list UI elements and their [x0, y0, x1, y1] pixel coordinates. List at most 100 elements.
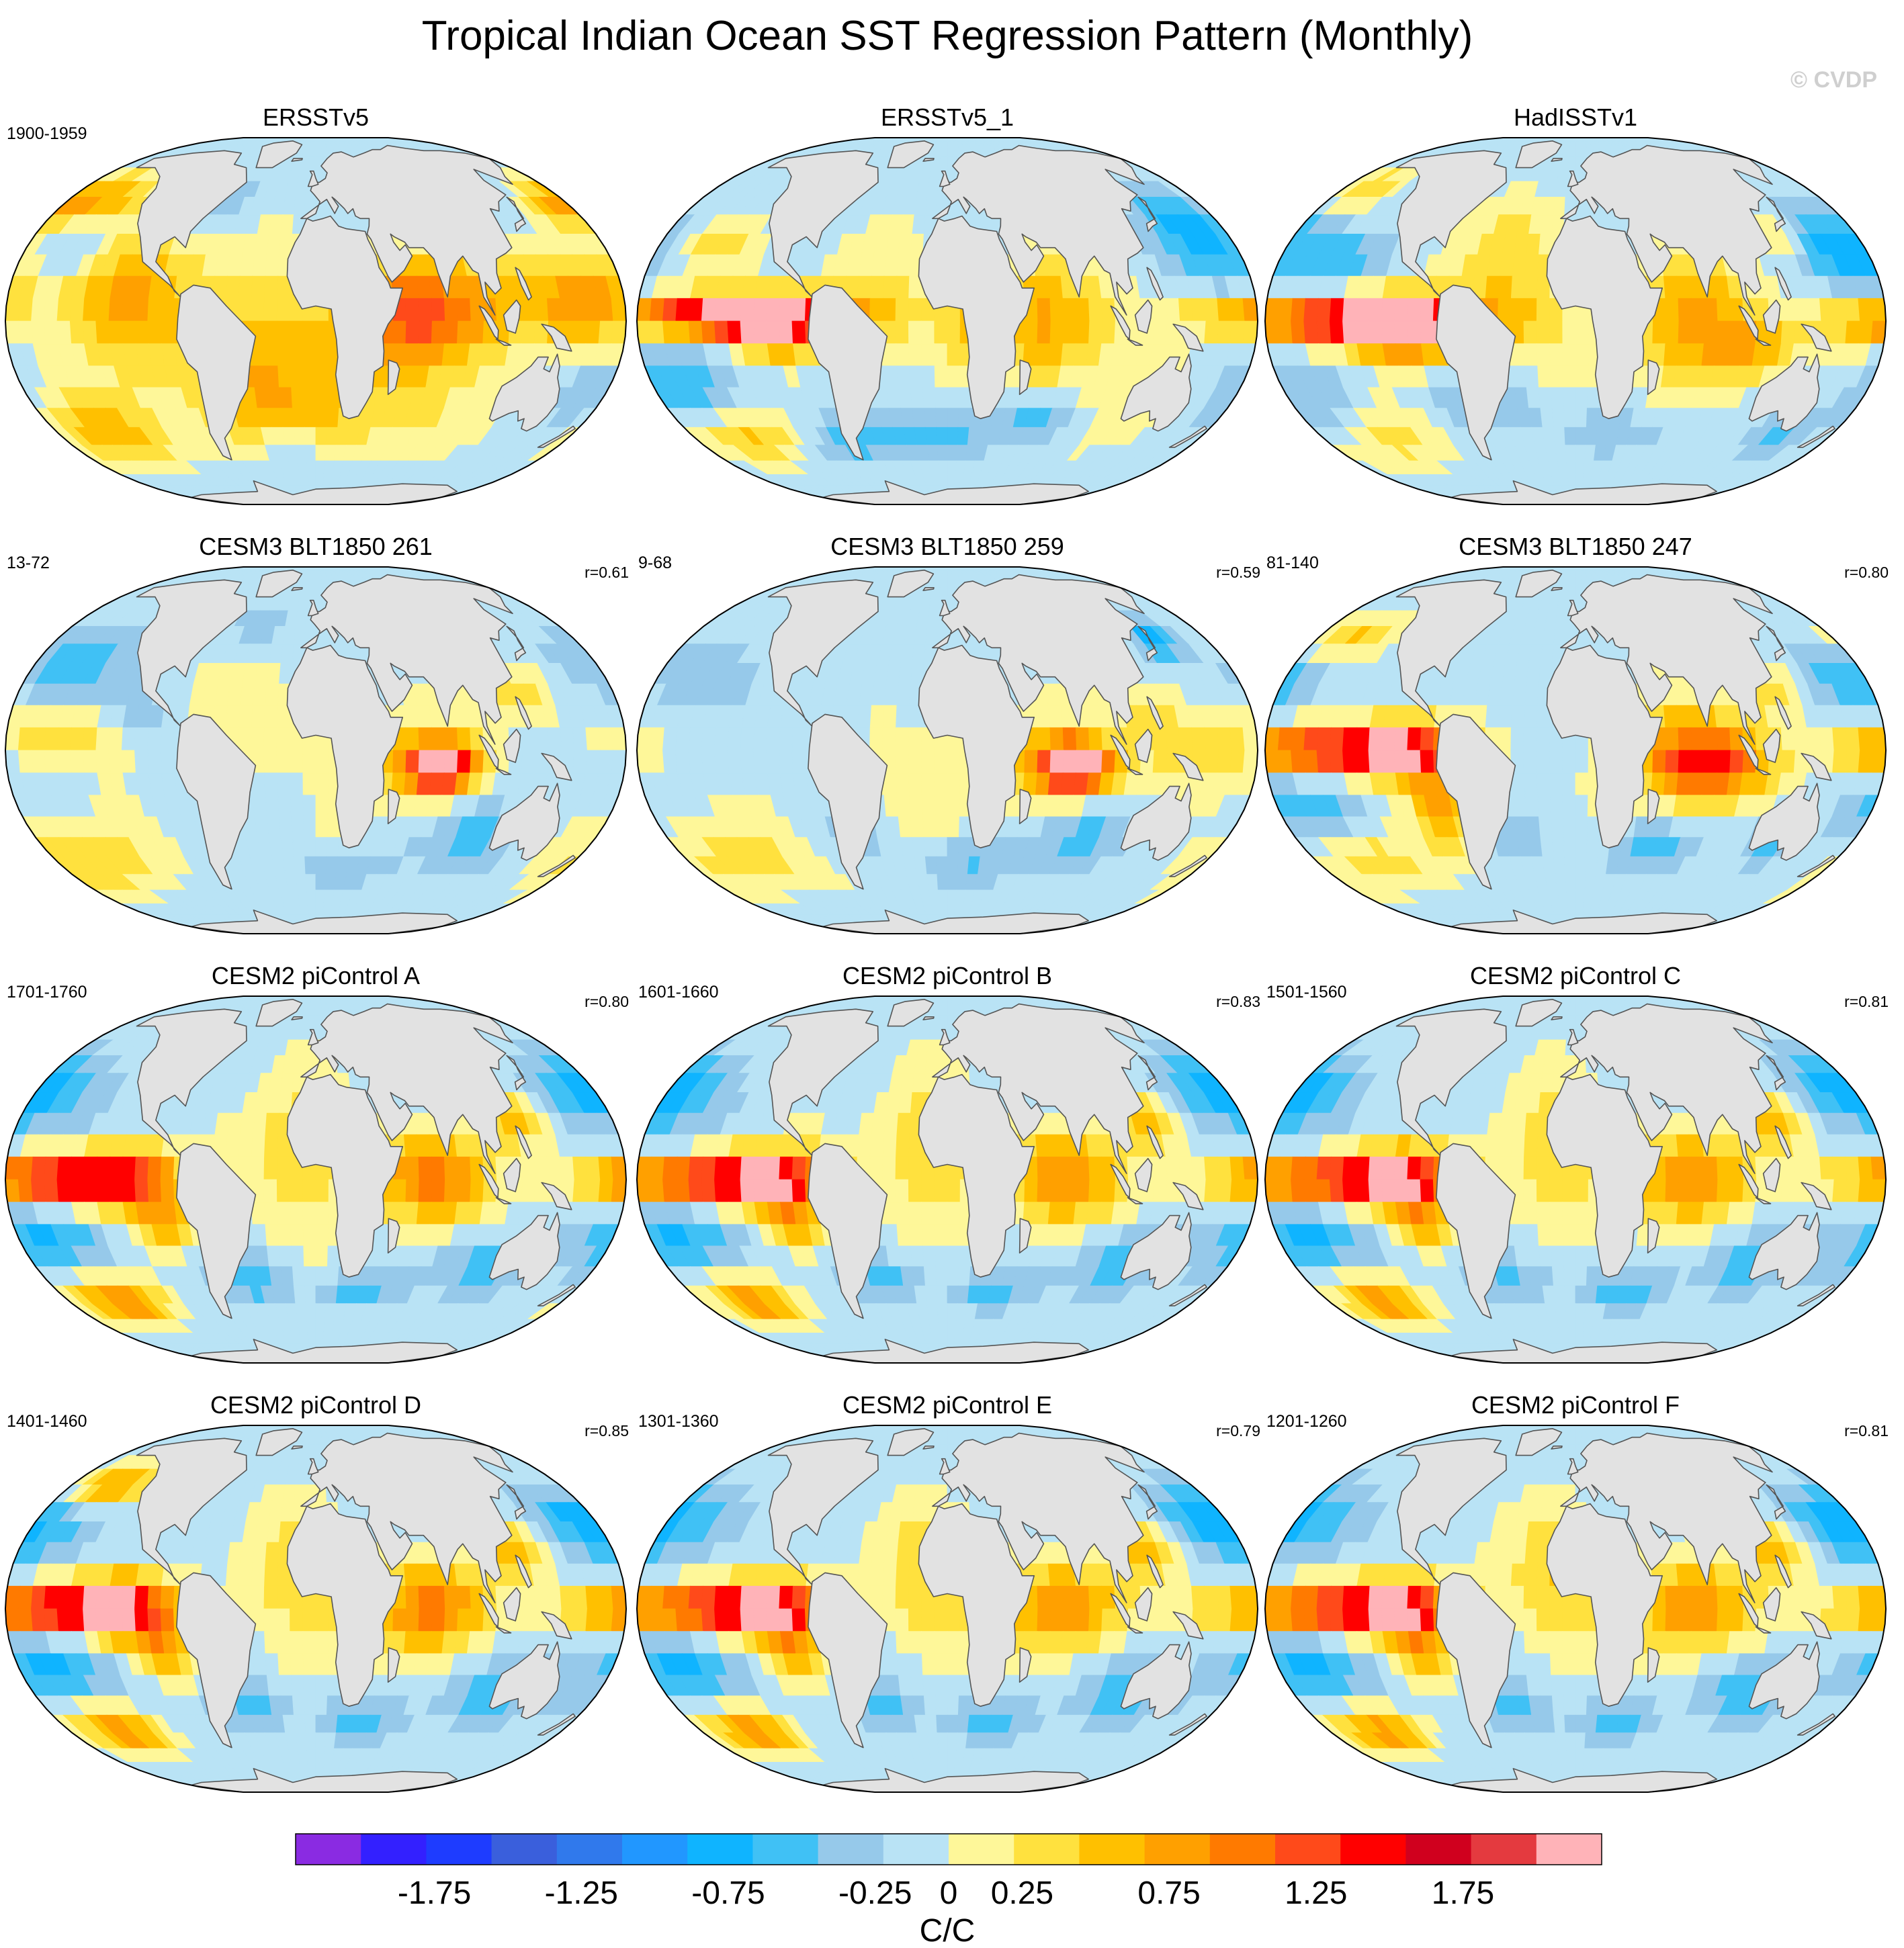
panel-correlation-label: r=0.59 — [1216, 564, 1260, 581]
colorbar-tick-label: 0 — [940, 1875, 958, 1911]
colorbar-tick-label: -1.25 — [545, 1875, 618, 1911]
colorbar-tick-label: 1.25 — [1285, 1875, 1347, 1911]
panel-period-label: 1601-1660 — [638, 983, 719, 1002]
panel-period-label: 1701-1760 — [7, 983, 87, 1002]
panel-title: CESM3 BLT1850 259 — [830, 533, 1064, 560]
map-panels: ERSSTv5 1900-1959 ERSSTv5_1 HadISSTv1 CESM3 … — [4, 103, 1889, 1793]
colorbar-tick-label: -0.75 — [691, 1875, 765, 1911]
land-mask — [136, 140, 576, 504]
colorbar-tick-label: 0.75 — [1137, 1875, 1200, 1911]
land-mask — [767, 140, 1207, 504]
colorbar-swatch — [1471, 1834, 1537, 1865]
map-panel: CESM2 piControl E 1301-1360 r=0.79 — [636, 1391, 1260, 1793]
panel-period-label: 1900-1959 — [7, 124, 87, 143]
map-border — [4, 566, 628, 934]
panel-title: CESM2 piControl B — [842, 962, 1052, 989]
panel-correlation-label: r=0.80 — [1844, 564, 1889, 581]
panel-correlation-label: r=0.80 — [585, 993, 629, 1010]
colorbar-tick-label: -0.25 — [838, 1875, 912, 1911]
land-mask — [136, 999, 576, 1363]
colorbar-swatch — [361, 1834, 427, 1865]
map-panel: ERSSTv5_1 — [636, 103, 1259, 505]
panel-period-label: 13-72 — [7, 554, 50, 572]
map-border — [1264, 566, 1887, 934]
colorbar-swatch — [949, 1834, 1014, 1865]
panel-correlation-label: r=0.81 — [1844, 1422, 1889, 1440]
map-border — [636, 995, 1259, 1364]
panel-period-label: 1301-1360 — [638, 1412, 719, 1431]
map-panel: CESM2 piControl B 1601-1660 r=0.83 — [636, 962, 1260, 1364]
colorbar-tick-label: 0.25 — [991, 1875, 1053, 1911]
panel-title: ERSSTv5 — [263, 103, 369, 131]
map-panel: ERSSTv5 1900-1959 — [4, 103, 628, 505]
map-border — [636, 566, 1259, 934]
panel-correlation-label: r=0.79 — [1216, 1422, 1260, 1440]
map-panel: CESM3 BLT1850 259 9-68 r=0.59 — [636, 533, 1260, 934]
land-mask — [1395, 999, 1835, 1363]
land-mask — [767, 570, 1207, 934]
map-border — [1264, 995, 1887, 1364]
colorbar-units-label: C/C — [920, 1913, 976, 1948]
map-panel: CESM2 piControl D 1401-1460 r=0.85 — [4, 1391, 629, 1793]
colorbar-swatch — [1275, 1834, 1341, 1865]
panel-correlation-label: r=0.83 — [1216, 993, 1260, 1010]
map-panel: CESM2 piControl A 1701-1760 r=0.80 — [4, 962, 629, 1364]
colorbar-swatch — [1144, 1834, 1211, 1865]
colorbar-swatch — [818, 1834, 884, 1865]
panel-period-label: 1401-1460 — [7, 1412, 87, 1431]
colorbar-swatch — [296, 1834, 361, 1865]
land-mask — [767, 1428, 1207, 1792]
map-border — [4, 137, 628, 505]
map-border — [636, 1425, 1259, 1793]
panel-correlation-label: r=0.61 — [585, 564, 629, 581]
map-border — [636, 137, 1259, 505]
panel-correlation-label: r=0.81 — [1844, 993, 1889, 1010]
colorbar-swatch — [1340, 1834, 1406, 1865]
colorbar-swatch — [1014, 1834, 1080, 1865]
map-border — [1264, 137, 1887, 505]
panel-correlation-label: r=0.85 — [585, 1422, 629, 1440]
panel-title: CESM2 piControl F — [1471, 1391, 1680, 1419]
land-mask — [1395, 140, 1835, 504]
panel-period-label: 1501-1560 — [1266, 983, 1347, 1002]
map-panel: CESM2 piControl F 1201-1260 r=0.81 — [1264, 1391, 1889, 1793]
watermark: © CVDP — [1790, 67, 1877, 93]
panel-period-label: 81-140 — [1266, 554, 1319, 572]
colorbar-swatch — [883, 1834, 949, 1865]
panel-period-label: 1201-1260 — [1266, 1412, 1347, 1431]
panel-title: CESM2 piControl D — [210, 1391, 421, 1419]
map-border — [4, 1425, 628, 1793]
colorbar-swatch — [426, 1834, 492, 1865]
colorbar-swatch — [1405, 1834, 1472, 1865]
map-panel: CESM3 BLT1850 247 81-140 r=0.80 — [1264, 533, 1889, 934]
colorbar-frame — [295, 1833, 1602, 1865]
map-panel: HadISSTv1 — [1264, 103, 1887, 505]
land-mask — [767, 999, 1207, 1363]
colorbar-swatch — [687, 1834, 753, 1865]
colorbar-swatch — [1536, 1834, 1602, 1865]
land-mask — [1395, 1428, 1835, 1792]
panel-title: CESM3 BLT1850 247 — [1459, 533, 1692, 560]
panel-period-label: 9-68 — [638, 554, 672, 572]
land-mask — [1395, 570, 1835, 934]
colorbar-tick-label: -1.75 — [398, 1875, 471, 1911]
figure-title: Tropical Indian Ocean SST Regression Pat… — [422, 13, 1473, 59]
colorbar: -1.75 -1.25 -0.75 -0.25 0 0.25 0.75 1.25 1.75 — [295, 1833, 1602, 1911]
map-border — [1264, 1425, 1887, 1793]
colorbar-swatch — [1079, 1834, 1145, 1865]
panel-title: HadISSTv1 — [1514, 103, 1637, 131]
colorbar-swatch — [556, 1834, 623, 1865]
land-mask — [136, 570, 576, 934]
colorbar-swatch — [752, 1834, 819, 1865]
panel-title: CESM3 BLT1850 261 — [199, 533, 433, 560]
colorbar-swatch — [1209, 1834, 1276, 1865]
panel-title: CESM2 piControl E — [842, 1391, 1052, 1419]
panel-title: CESM2 piControl A — [212, 962, 420, 989]
map-panel: CESM3 BLT1850 261 13-72 r=0.61 — [4, 533, 629, 934]
colorbar-tick-label: 1.75 — [1432, 1875, 1494, 1911]
panel-title: CESM2 piControl C — [1470, 962, 1681, 989]
colorbar-swatch — [622, 1834, 688, 1865]
land-mask — [136, 1428, 576, 1792]
map-panel: CESM2 piControl C 1501-1560 r=0.81 — [1264, 962, 1889, 1364]
